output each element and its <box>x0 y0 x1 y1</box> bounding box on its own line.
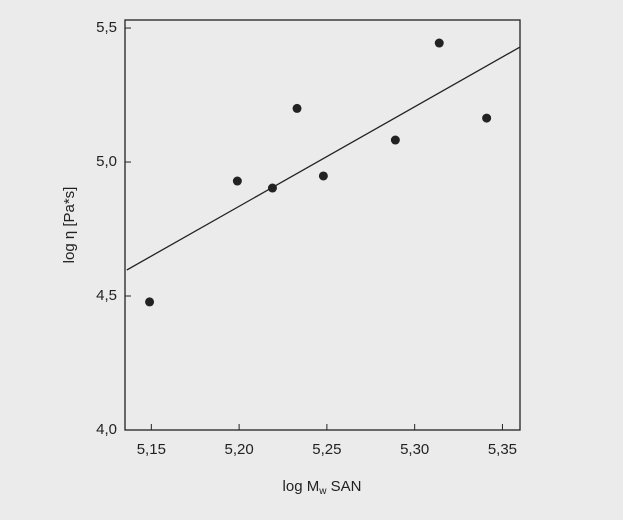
y-axis-label: log η [Pa*s] <box>61 187 78 264</box>
data-point <box>145 297 155 307</box>
x-axis-label: log Mw SAN <box>283 478 362 497</box>
x-tick-label: 5,35 <box>488 441 517 458</box>
y-tick-label: 4,5 <box>96 287 117 304</box>
plot-frame <box>124 19 521 431</box>
fit-line <box>126 46 521 271</box>
y-tick-label: 4,0 <box>96 421 117 438</box>
data-point <box>318 171 328 181</box>
x-label-part: log M <box>283 478 320 495</box>
data-point <box>434 38 444 48</box>
data-point <box>482 113 492 123</box>
x-tick-label: 5,30 <box>400 441 429 458</box>
data-point <box>232 176 242 186</box>
data-point <box>390 135 400 145</box>
y-tick-label: 5,0 <box>96 153 117 170</box>
x-label-part: SAN <box>326 478 361 495</box>
x-tick-label: 5,20 <box>225 441 254 458</box>
x-tick-label: 5,15 <box>137 441 166 458</box>
data-point <box>292 103 302 113</box>
x-tick-label: 5,25 <box>312 441 341 458</box>
x-label-sub: w <box>318 486 327 497</box>
y-tick-label: 5,5 <box>96 19 117 36</box>
